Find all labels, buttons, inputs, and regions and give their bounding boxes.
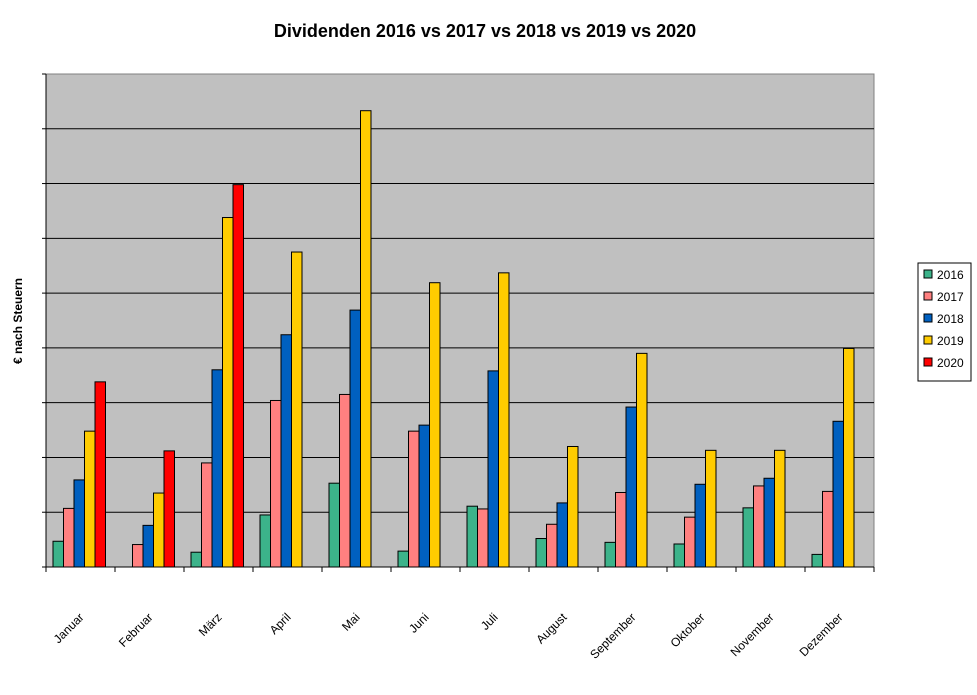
bar-2018-November <box>763 477 775 568</box>
bar-2016-November <box>742 507 754 568</box>
bar-2018-Mai <box>349 309 361 568</box>
bar-2017-Februar <box>132 544 144 568</box>
x-tick-label: Oktober <box>668 610 708 650</box>
bar-2016-September <box>604 541 616 568</box>
bar-2019-August <box>567 445 579 568</box>
bar-2018-Juni <box>418 424 430 568</box>
bar-2019-September <box>636 352 648 568</box>
bar-2016-August <box>535 538 547 568</box>
bar-2019-Februar <box>153 492 165 568</box>
y-axis-label: € nach Steuern <box>11 278 25 364</box>
bar-2020-März <box>232 184 244 568</box>
bar-2017-September <box>615 492 627 568</box>
bar-2019-Mai <box>360 110 372 568</box>
bar-2019-November <box>774 449 786 568</box>
legend-label-2016: 2016 <box>937 268 964 282</box>
bar-2018-Januar <box>73 479 85 568</box>
x-tick-label: April <box>267 610 294 637</box>
bar-2020-Februar <box>163 450 175 568</box>
bar-2020-Januar <box>94 381 106 568</box>
bar-2016-Oktober <box>673 543 685 568</box>
legend-swatch-2017 <box>923 291 933 301</box>
bar-2018-Juli <box>487 370 499 568</box>
bar-2016-Januar <box>52 540 64 568</box>
bar-2017-April <box>270 399 282 568</box>
legend-label-2019: 2019 <box>937 334 964 348</box>
legend-swatch-2019 <box>923 335 933 345</box>
bar-2019-März <box>222 217 234 568</box>
bar-2019-Juni <box>429 282 441 568</box>
legend-label-2017: 2017 <box>937 290 964 304</box>
bar-2019-Oktober <box>705 449 717 568</box>
x-tick-label: Juni <box>406 610 431 635</box>
gridlines <box>46 128 874 513</box>
bar-2016-Juni <box>397 550 409 568</box>
bar-2018-Dezember <box>832 420 844 568</box>
bar-2019-April <box>291 251 303 568</box>
bar-2016-Juli <box>466 505 478 568</box>
x-tick-label: September <box>587 610 638 661</box>
bar-2019-Dezember <box>843 347 855 568</box>
x-tick-label: Januar <box>51 610 87 646</box>
bar-2018-Februar <box>142 524 154 568</box>
bar-2019-Juli <box>498 272 510 568</box>
x-tick-label: Dezember <box>797 610 846 659</box>
chart-title: Dividenden 2016 vs 2017 vs 2018 vs 2019 … <box>274 21 696 41</box>
x-tick-label: Februar <box>116 610 156 650</box>
bar-2017-August <box>546 523 558 568</box>
bar-2017-Oktober <box>684 516 696 568</box>
bar-2016-Dezember <box>811 553 823 568</box>
legend-label-2018: 2018 <box>937 312 964 326</box>
legend-swatch-2018 <box>923 313 933 323</box>
x-tick-label: Mai <box>339 610 363 634</box>
bar-2018-März <box>211 369 223 568</box>
bar-2017-Juni <box>408 430 420 568</box>
x-tick-label: August <box>533 610 570 647</box>
bar-2018-Oktober <box>694 483 706 568</box>
bar-2018-September <box>625 406 637 568</box>
legend-swatch-2016 <box>923 269 933 279</box>
x-tick-labels: Januar Februar März April Mai Juni Juli August S… <box>51 610 846 662</box>
legend: 2016 2017 2018 2019 2020 <box>917 262 972 382</box>
x-tick-label: November <box>728 610 777 659</box>
x-tick-label: März <box>196 610 225 639</box>
bar-2017-November <box>753 485 765 568</box>
bar-2016-Mai <box>328 482 340 568</box>
bar-2017-März <box>201 462 213 568</box>
bar-2017-Mai <box>339 393 351 568</box>
legend-label-2020: 2020 <box>937 356 964 370</box>
bar-2017-Dezember <box>822 490 834 568</box>
bar-2016-März <box>190 551 202 568</box>
bar-2019-Januar <box>84 430 96 568</box>
bar-2016-April <box>259 514 271 568</box>
bar-2018-April <box>280 334 292 568</box>
legend-swatch-2020 <box>923 357 933 367</box>
bar-2018-August <box>556 502 568 568</box>
bar-2017-Januar <box>63 507 75 568</box>
bars <box>52 110 855 568</box>
axes <box>42 73 875 572</box>
bar-2017-Juli <box>477 508 489 568</box>
plot-area <box>45 73 875 568</box>
x-tick-label: Juli <box>478 610 501 633</box>
